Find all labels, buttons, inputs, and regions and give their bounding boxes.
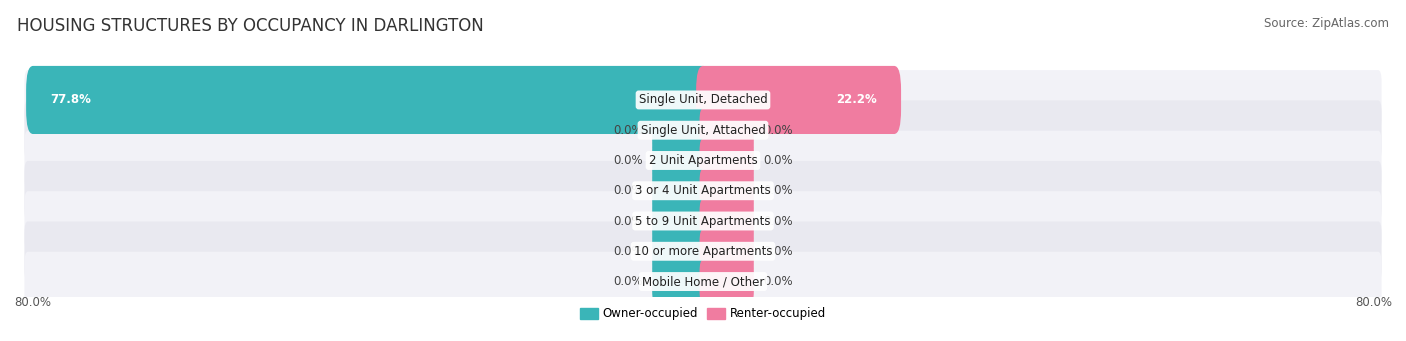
Text: 0.0%: 0.0% — [763, 154, 793, 167]
Text: Mobile Home / Other: Mobile Home / Other — [641, 275, 765, 288]
FancyBboxPatch shape — [24, 100, 1382, 160]
Legend: Owner-occupied, Renter-occupied: Owner-occupied, Renter-occupied — [575, 302, 831, 325]
FancyBboxPatch shape — [700, 199, 754, 243]
FancyBboxPatch shape — [700, 108, 754, 152]
Text: 0.0%: 0.0% — [613, 245, 643, 258]
Text: 0.0%: 0.0% — [613, 275, 643, 288]
Text: 0.0%: 0.0% — [613, 124, 643, 137]
Text: 2 Unit Apartments: 2 Unit Apartments — [648, 154, 758, 167]
Text: Single Unit, Detached: Single Unit, Detached — [638, 93, 768, 106]
FancyBboxPatch shape — [652, 199, 706, 243]
FancyBboxPatch shape — [700, 229, 754, 273]
FancyBboxPatch shape — [24, 70, 1382, 130]
Text: 0.0%: 0.0% — [763, 245, 793, 258]
Text: 0.0%: 0.0% — [613, 214, 643, 227]
Text: 80.0%: 80.0% — [1355, 296, 1392, 309]
Text: 0.0%: 0.0% — [763, 184, 793, 197]
Text: 5 to 9 Unit Apartments: 5 to 9 Unit Apartments — [636, 214, 770, 227]
FancyBboxPatch shape — [24, 191, 1382, 251]
FancyBboxPatch shape — [652, 229, 706, 273]
FancyBboxPatch shape — [24, 252, 1382, 311]
FancyBboxPatch shape — [24, 131, 1382, 190]
FancyBboxPatch shape — [700, 260, 754, 303]
Text: 77.8%: 77.8% — [51, 93, 91, 106]
Text: 0.0%: 0.0% — [613, 154, 643, 167]
FancyBboxPatch shape — [652, 260, 706, 303]
Text: 22.2%: 22.2% — [837, 93, 877, 106]
Text: Single Unit, Attached: Single Unit, Attached — [641, 124, 765, 137]
Text: Source: ZipAtlas.com: Source: ZipAtlas.com — [1264, 17, 1389, 30]
FancyBboxPatch shape — [652, 169, 706, 213]
Text: 80.0%: 80.0% — [14, 296, 51, 309]
FancyBboxPatch shape — [24, 161, 1382, 221]
FancyBboxPatch shape — [700, 169, 754, 213]
Text: 0.0%: 0.0% — [613, 184, 643, 197]
Text: 0.0%: 0.0% — [763, 275, 793, 288]
FancyBboxPatch shape — [696, 66, 901, 134]
FancyBboxPatch shape — [24, 221, 1382, 281]
Text: 3 or 4 Unit Apartments: 3 or 4 Unit Apartments — [636, 184, 770, 197]
FancyBboxPatch shape — [27, 66, 710, 134]
Text: 10 or more Apartments: 10 or more Apartments — [634, 245, 772, 258]
Text: HOUSING STRUCTURES BY OCCUPANCY IN DARLINGTON: HOUSING STRUCTURES BY OCCUPANCY IN DARLI… — [17, 17, 484, 35]
Text: 0.0%: 0.0% — [763, 214, 793, 227]
FancyBboxPatch shape — [652, 108, 706, 152]
FancyBboxPatch shape — [652, 138, 706, 182]
FancyBboxPatch shape — [700, 138, 754, 182]
Text: 0.0%: 0.0% — [763, 124, 793, 137]
